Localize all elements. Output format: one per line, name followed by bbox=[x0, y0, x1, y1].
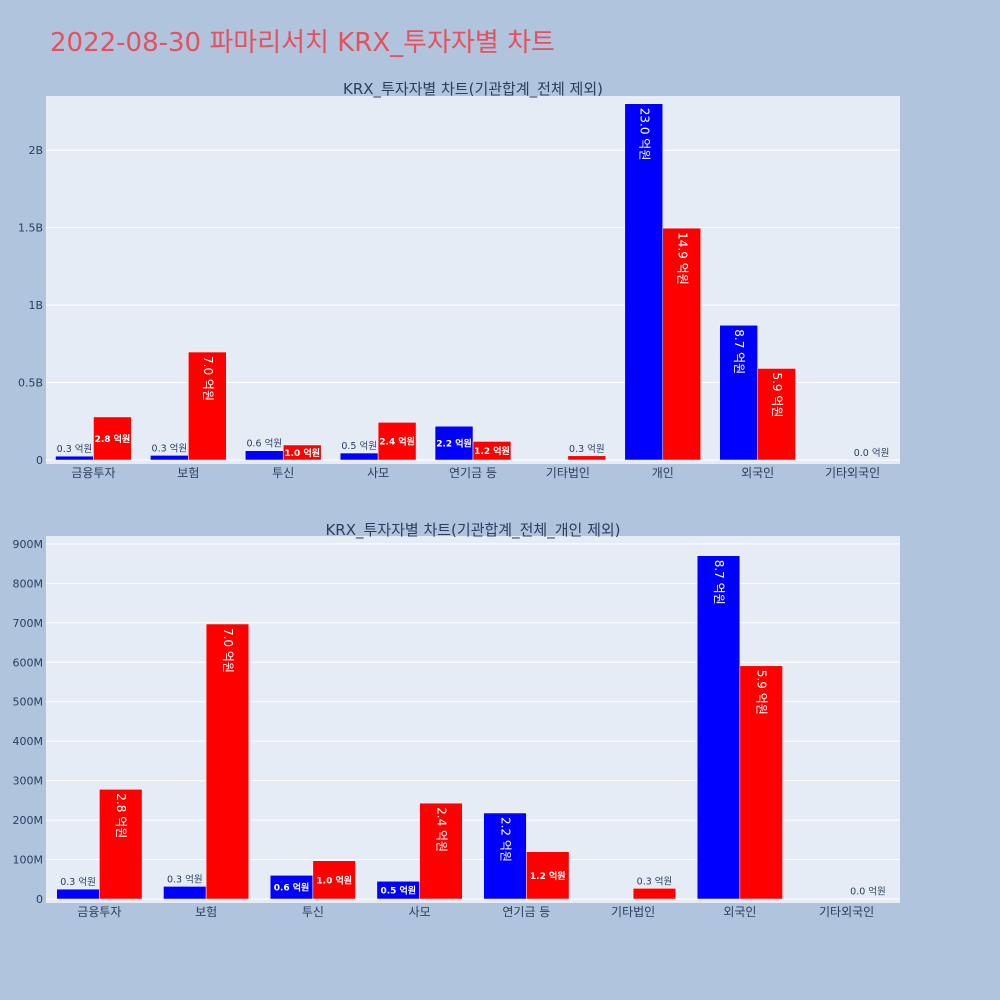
data-label: 2.2 억원 bbox=[499, 817, 513, 862]
chart-title: KRX_투자자별 차트(기관합계_전체 제외) bbox=[343, 80, 603, 99]
x-tick-label: 사모 bbox=[367, 466, 389, 480]
bar bbox=[757, 368, 796, 461]
y-tick-label: 0 bbox=[36, 454, 43, 467]
data-label: 0.0 억원 bbox=[854, 447, 890, 459]
bar bbox=[188, 351, 227, 461]
y-tick-label: 400M bbox=[13, 735, 44, 748]
x-tick-label: 기타외국인 bbox=[819, 905, 874, 919]
y-tick-label: 700M bbox=[13, 617, 44, 630]
bar bbox=[472, 441, 512, 461]
data-label: 23.0 억원 bbox=[637, 108, 651, 161]
data-label: 7.0 억원 bbox=[221, 628, 235, 673]
y-tick-label: 600M bbox=[13, 656, 44, 669]
data-label: 0.3 억원 bbox=[167, 873, 203, 885]
chart-title: KRX_투자자별 차트(기관합계_전체_개인 제외) bbox=[325, 521, 620, 540]
data-label: 1.2 억원 bbox=[474, 445, 510, 457]
data-label: 2.8 억원 bbox=[95, 433, 131, 445]
data-label: 0.3 억원 bbox=[152, 442, 188, 454]
y-tick-label: 1B bbox=[28, 299, 43, 312]
y-tick-label: 900M bbox=[13, 538, 44, 551]
data-label: 0.3 억원 bbox=[637, 875, 673, 887]
data-label: 2.8 억원 bbox=[114, 793, 128, 838]
y-tick-label: 200M bbox=[13, 814, 44, 827]
x-tick-label: 외국인 bbox=[741, 466, 774, 480]
data-label: 5.9 억원 bbox=[755, 670, 769, 715]
page-title: 2022-08-30 파마리서치 KRX_투자자별 차트 bbox=[50, 28, 555, 58]
data-label: 0.3 억원 bbox=[60, 876, 96, 888]
chart-institution-excluded: 0 0.5B 1B 1.5B 2B KRX_투자자별 차트(기관합계_전체 제외) 금융투자… bbox=[18, 80, 900, 480]
bar bbox=[483, 812, 527, 900]
bar bbox=[632, 888, 677, 900]
bar bbox=[163, 886, 207, 900]
bar bbox=[696, 555, 741, 900]
x-tick-label: 금융투자 bbox=[71, 466, 115, 480]
data-label: 0.6 억원 bbox=[274, 882, 310, 894]
y-tick-label: 1.5B bbox=[18, 222, 43, 235]
bar bbox=[624, 103, 664, 461]
x-tick-label: 보험 bbox=[195, 905, 217, 919]
bar bbox=[662, 227, 701, 461]
x-tick-label: 기타외국인 bbox=[825, 466, 880, 480]
bar bbox=[99, 789, 143, 900]
data-label: 0.6 억원 bbox=[246, 438, 282, 450]
y-tick-label: 500M bbox=[13, 696, 44, 709]
bar bbox=[526, 851, 570, 900]
x-tick-label: 기타법인 bbox=[611, 905, 655, 919]
data-label: 0.0 억원 bbox=[850, 886, 886, 898]
data-label: 2.2 억원 bbox=[436, 438, 472, 450]
bar bbox=[739, 665, 783, 900]
data-label: 8.7 억원 bbox=[712, 560, 726, 605]
data-label: 0.3 억원 bbox=[569, 443, 605, 455]
y-tick-label: 2B bbox=[28, 144, 43, 157]
bar bbox=[312, 860, 356, 900]
data-label: 0.5 억원 bbox=[341, 440, 377, 452]
x-tick-label: 외국인 bbox=[723, 905, 756, 919]
x-tick-label: 투신 bbox=[272, 466, 294, 480]
y-tick-label: 100M bbox=[13, 854, 44, 867]
bar bbox=[93, 416, 132, 461]
bar bbox=[56, 888, 100, 900]
x-tick-label: 기타법인 bbox=[546, 466, 590, 480]
y-tick-label: 0.5B bbox=[18, 377, 43, 390]
bar bbox=[719, 324, 758, 461]
data-label: 14.9 억원 bbox=[675, 232, 689, 285]
bar bbox=[205, 623, 250, 900]
data-label: 5.9 억원 bbox=[770, 372, 784, 417]
bar bbox=[567, 455, 607, 461]
x-tick-label: 개인 bbox=[652, 466, 674, 480]
y-tick-label: 300M bbox=[13, 775, 44, 788]
bar bbox=[434, 425, 474, 461]
x-tick-label: 보험 bbox=[177, 466, 199, 480]
data-label: 1.2 억원 bbox=[530, 870, 566, 882]
data-label: 1.0 억원 bbox=[316, 874, 352, 886]
data-label: 2.4 억원 bbox=[434, 807, 448, 852]
y-tick-label: 0 bbox=[36, 893, 43, 906]
bar bbox=[419, 802, 463, 900]
x-tick-label: 금융투자 bbox=[77, 905, 121, 919]
x-tick-label: 연기금 등 bbox=[449, 466, 497, 480]
data-label: 7.0 억원 bbox=[201, 356, 215, 401]
x-tick-label: 투신 bbox=[302, 905, 324, 919]
data-label: 0.5 억원 bbox=[380, 885, 416, 897]
data-label: 0.3 억원 bbox=[57, 443, 93, 455]
data-label: 2.4 억원 bbox=[379, 436, 415, 448]
data-label: 1.0 억원 bbox=[284, 447, 320, 459]
bar bbox=[377, 422, 417, 461]
x-tick-label: 사모 bbox=[409, 905, 431, 919]
data-label: 8.7 억원 bbox=[732, 329, 746, 374]
y-tick-label: 800M bbox=[13, 577, 44, 590]
x-tick-label: 연기금 등 bbox=[502, 905, 550, 919]
bar bbox=[282, 444, 322, 461]
